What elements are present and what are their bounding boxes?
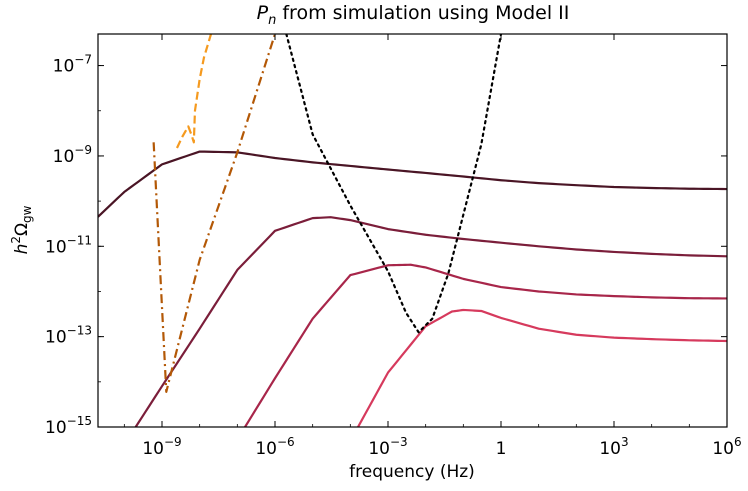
series-line-2	[134, 216, 727, 427]
title-rest: from simulation using Model II	[276, 2, 569, 24]
title-variable: P	[257, 2, 269, 24]
y-label-base: h	[12, 244, 32, 255]
y-tick-label-5: 10−15	[45, 414, 92, 438]
series-line-7	[175, 34, 213, 149]
series-line-6	[152, 34, 277, 393]
y-tick-label-2: 10−9	[53, 143, 92, 167]
x-tick-label-6: 106	[712, 435, 741, 459]
series-layer	[98, 34, 727, 427]
x-tick-label-4: 1	[496, 439, 507, 459]
x-tick-label-2: 10−6	[255, 435, 294, 459]
y-label-symbol: Ω	[12, 223, 32, 236]
title-subscript: n	[268, 13, 276, 28]
y-tick-label-3: 10−11	[45, 233, 92, 257]
tick-layer: 10−9 10−6 10−3 1 103 106 10−7 10−9 10−11 10−13 10−…	[45, 34, 742, 459]
x-tick-label-1: 10−9	[142, 435, 181, 459]
series-line-4	[357, 308, 727, 427]
y-tick-label-4: 10−13	[45, 324, 92, 348]
x-tick-label-3: 10−3	[368, 435, 407, 459]
chart-title: Pn from simulation using Model II	[257, 2, 570, 28]
y-label-sub: gw	[20, 205, 34, 223]
series-line-1	[98, 150, 727, 218]
y-tick-label-1: 10−7	[53, 53, 92, 77]
series-line-3	[244, 263, 727, 427]
x-tick-label-5: 103	[599, 435, 628, 459]
series-line-5	[285, 34, 503, 334]
y-axis-label: h2Ωgw	[9, 205, 34, 254]
x-axis-label: frequency (Hz)	[349, 462, 475, 482]
y-label-sup: 2	[9, 236, 23, 244]
plot-frame	[97, 33, 728, 428]
